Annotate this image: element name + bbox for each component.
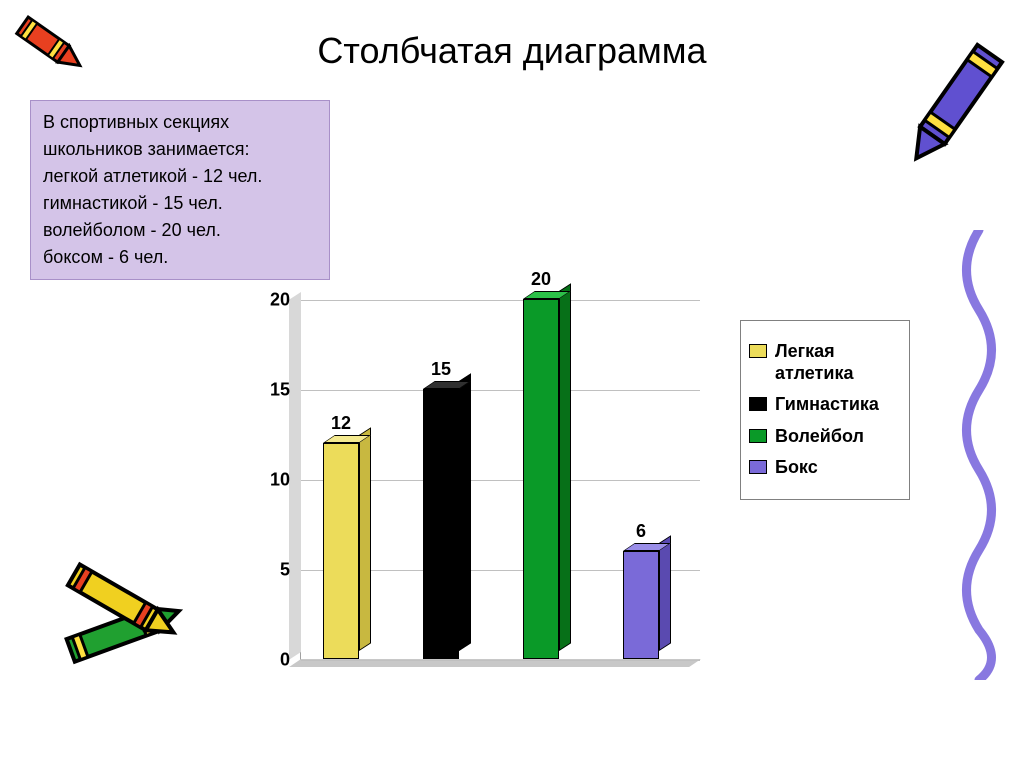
y-axis-label: 10 [270, 470, 290, 491]
squiggle-icon [949, 230, 1009, 680]
legend-label: Легкая атлетика [775, 341, 901, 384]
legend-swatch [749, 397, 767, 411]
crayon-icon [35, 550, 205, 700]
bar-chart: 051015201215206 [260, 300, 700, 680]
legend-swatch [749, 429, 767, 443]
plot-3d-side [289, 292, 301, 660]
crayon-icon [5, 5, 95, 90]
y-axis-label: 5 [280, 560, 290, 581]
info-line: волейболом - 20 чел. [43, 217, 317, 244]
info-line: В спортивных секциях [43, 109, 317, 136]
info-line: легкой атлетикой - 12 чел. [43, 163, 317, 190]
chart-gridline [301, 660, 700, 661]
chart-gridline [301, 300, 700, 301]
legend-item: Легкая атлетика [749, 341, 901, 384]
bar-value-label: 15 [431, 359, 451, 380]
chart-bar: 12 [323, 443, 359, 659]
bar-value-label: 12 [331, 413, 351, 434]
bar-value-label: 6 [636, 521, 646, 542]
chart-legend: Легкая атлетика Гимнастика Волейбол Бокс [740, 320, 910, 500]
page-title: Столбчатая диаграмма [0, 0, 1024, 92]
legend-label: Гимнастика [775, 394, 879, 416]
info-line: школьников занимается: [43, 136, 317, 163]
legend-swatch [749, 344, 767, 358]
legend-item: Гимнастика [749, 394, 901, 416]
legend-item: Бокс [749, 457, 901, 479]
crayon-icon [885, 25, 1015, 185]
chart-plot: 051015201215206 [300, 300, 700, 660]
y-axis-label: 20 [270, 290, 290, 311]
chart-bar: 6 [623, 551, 659, 659]
info-line: гимнастикой - 15 чел. [43, 190, 317, 217]
chart-bar: 15 [423, 389, 459, 659]
y-axis-label: 0 [280, 650, 290, 671]
legend-label: Бокс [775, 457, 818, 479]
chart-bar: 20 [523, 299, 559, 659]
legend-label: Волейбол [775, 426, 864, 448]
bar-value-label: 20 [531, 269, 551, 290]
info-line: боксом - 6 чел. [43, 244, 317, 271]
chart-gridline [301, 390, 700, 391]
y-axis-label: 15 [270, 380, 290, 401]
legend-swatch [749, 460, 767, 474]
info-box: В спортивных секциях школьников занимает… [30, 100, 330, 280]
legend-item: Волейбол [749, 426, 901, 448]
